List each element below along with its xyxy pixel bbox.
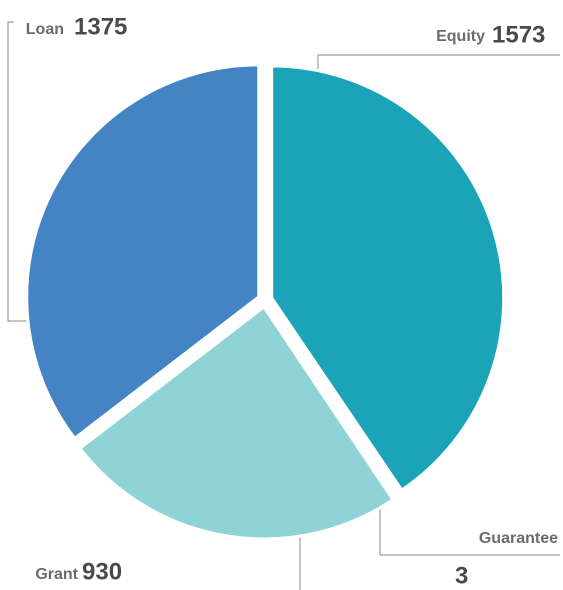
- slice-value: 3: [455, 562, 468, 589]
- slice-label: Grant: [35, 566, 78, 583]
- pie-slice: [267, 304, 402, 501]
- pie-slice: [77, 304, 396, 541]
- leader-line: [7, 21, 36, 322]
- slice-label: Guarantee: [479, 530, 558, 547]
- pie-slice: [25, 63, 261, 441]
- slice-value: 930: [82, 558, 122, 585]
- leader-line: [317, 54, 560, 75]
- slice-value: 1375: [74, 13, 127, 40]
- slice-label: Equity: [436, 28, 485, 45]
- pie-slice: [270, 64, 506, 493]
- leader-line: [379, 503, 560, 556]
- slice-label: Loan: [26, 21, 64, 38]
- slice-value: 1573: [492, 21, 545, 48]
